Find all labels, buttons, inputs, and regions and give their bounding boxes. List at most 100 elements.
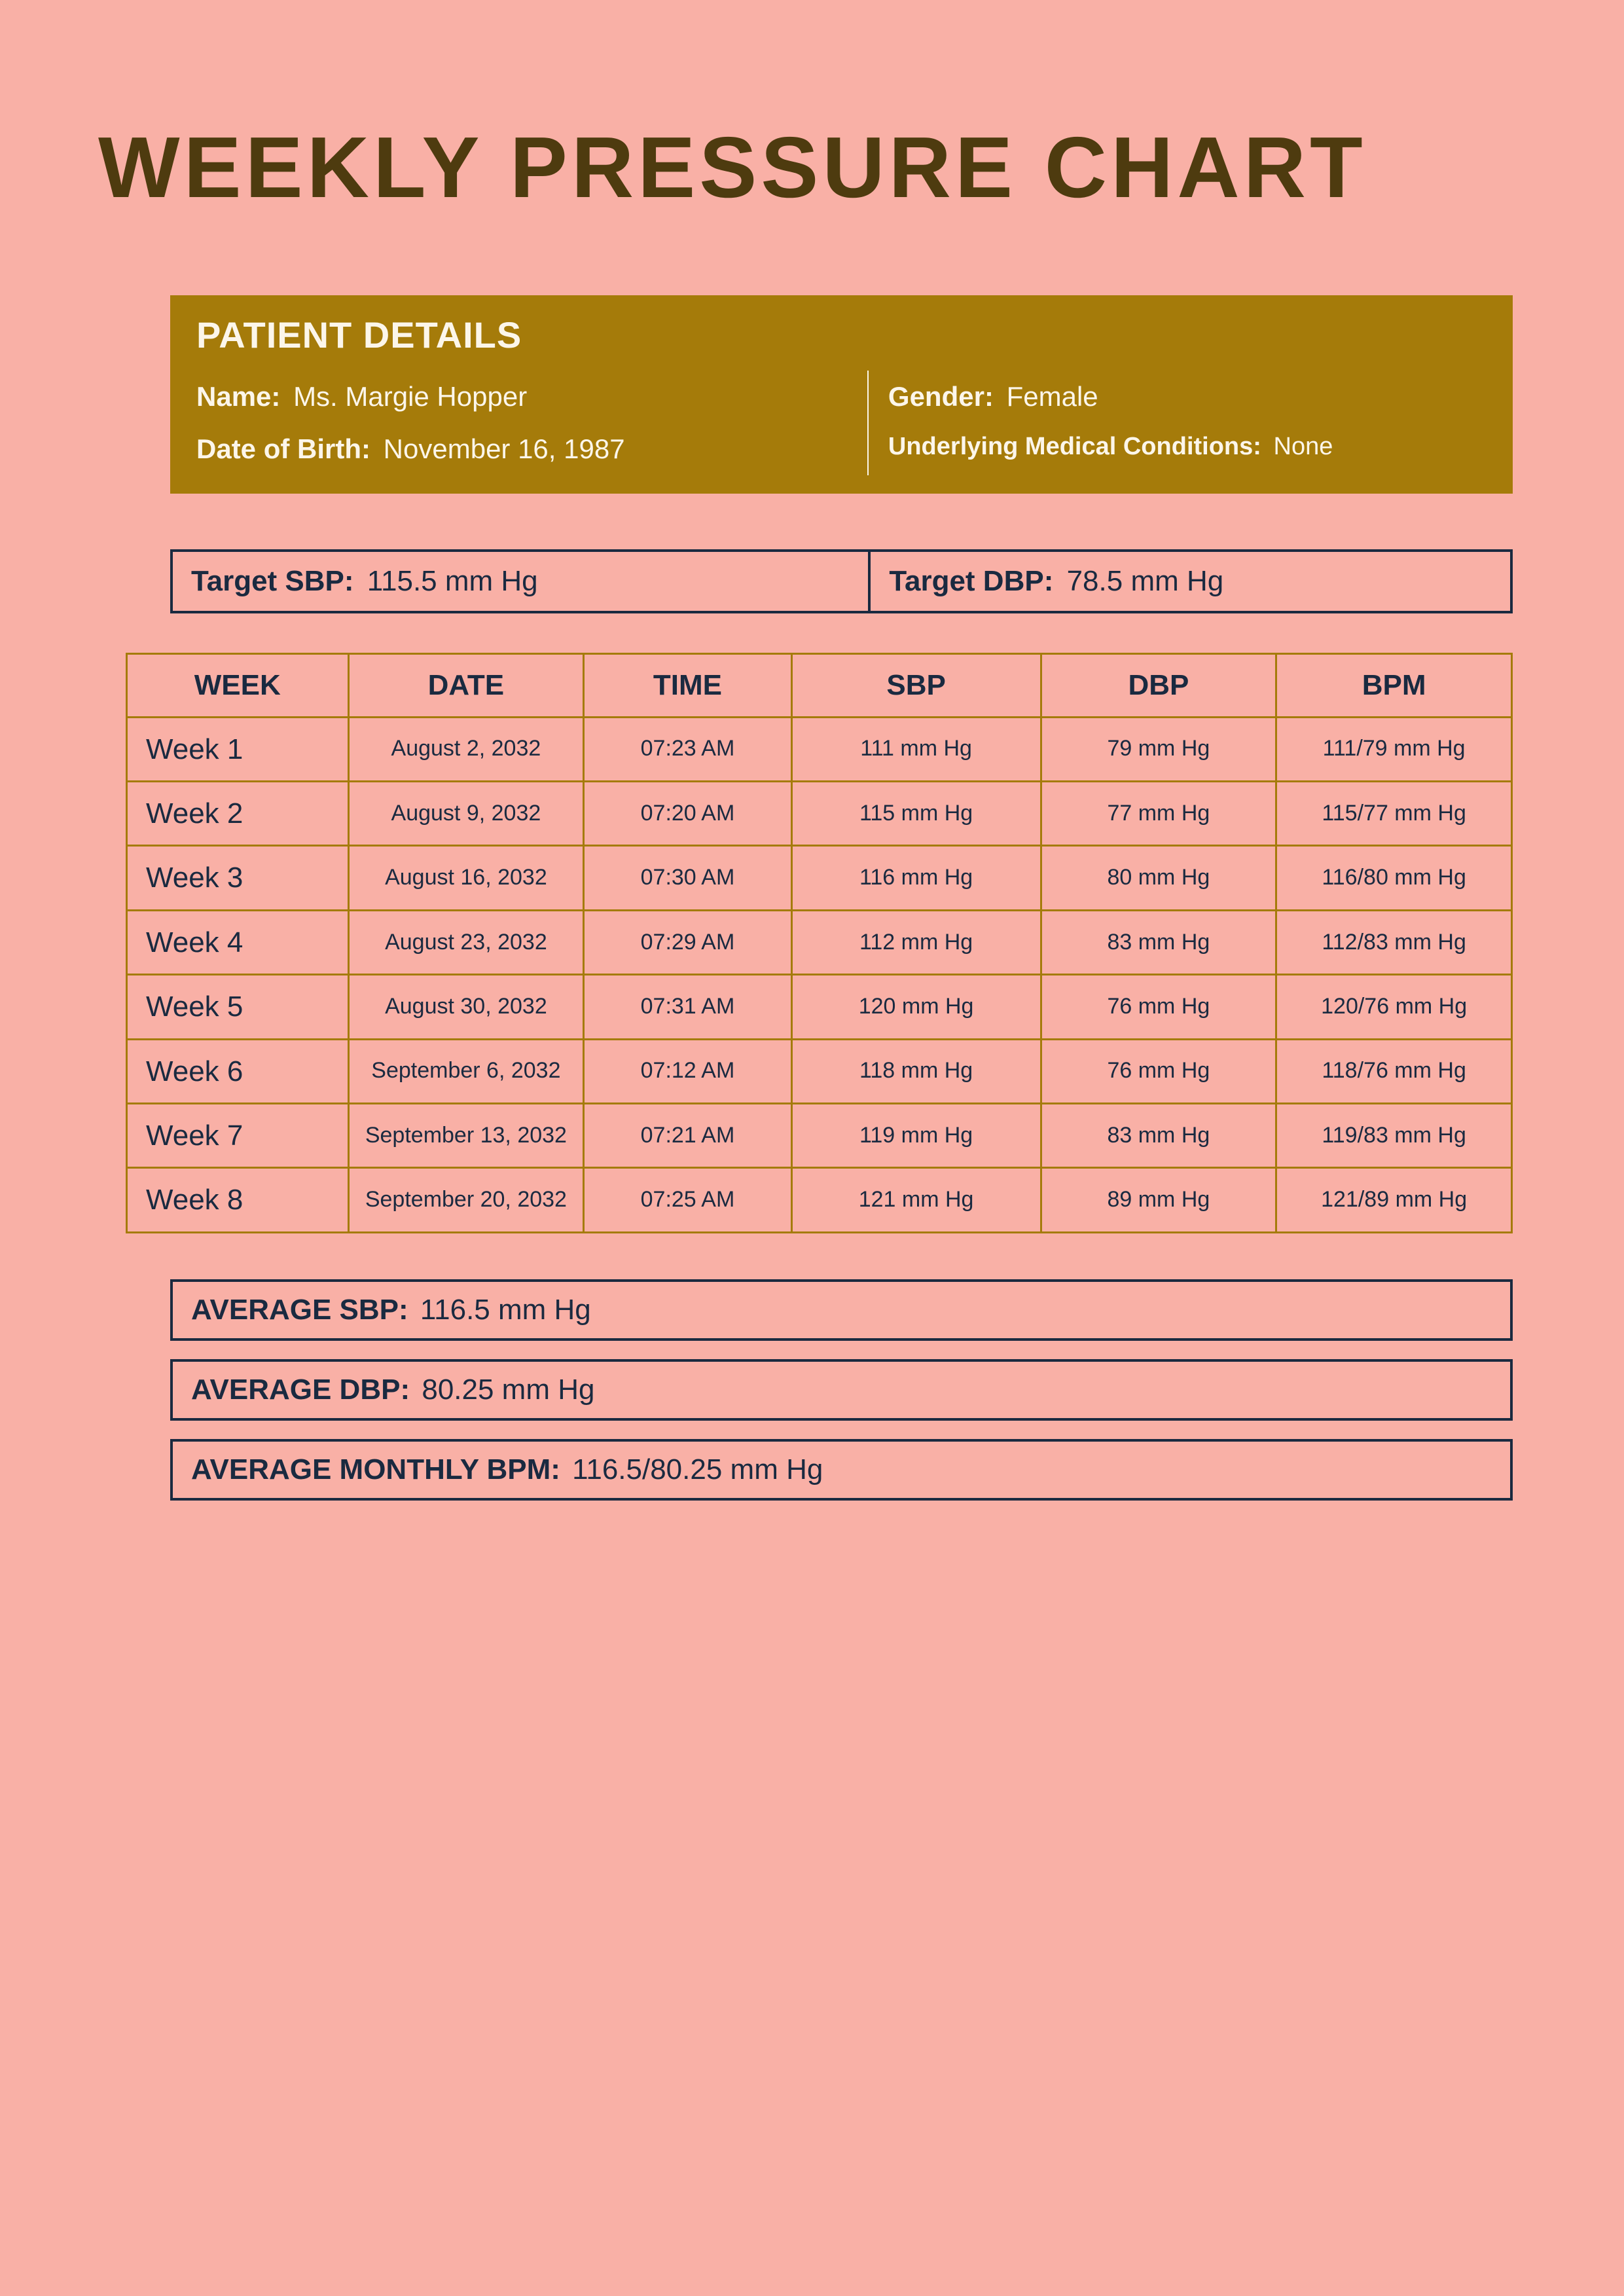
cell-bpm: 112/83 mm Hg [1276,910,1512,974]
table-row: Week 3August 16, 203207:30 AM116 mm Hg80… [127,846,1512,910]
patient-col-left: Name: Ms. Margie Hopper Date of Birth: N… [196,371,867,475]
cell-sbp: 119 mm Hg [791,1103,1041,1167]
cell-bpm: 118/76 mm Hg [1276,1039,1512,1103]
patient-name-row: Name: Ms. Margie Hopper [196,371,848,423]
cell-date: September 6, 2032 [348,1039,584,1103]
cell-week: Week 4 [127,910,349,974]
averages-block: AVERAGE SBP: 116.5 mm Hg AVERAGE DBP: 80… [170,1279,1513,1501]
cell-dbp: 76 mm Hg [1041,975,1276,1039]
table-row: Week 6September 6, 203207:12 AM118 mm Hg… [127,1039,1512,1103]
average-sbp-value: 116.5 mm Hg [420,1294,591,1326]
cell-week: Week 5 [127,975,349,1039]
table-row: Week 5August 30, 203207:31 AM120 mm Hg76… [127,975,1512,1039]
patient-dob-value: November 16, 1987 [384,433,625,464]
cell-date: August 23, 2032 [348,910,584,974]
average-bpm-label: AVERAGE MONTHLY BPM: [191,1453,560,1485]
cell-time: 07:23 AM [584,717,791,781]
cell-dbp: 80 mm Hg [1041,846,1276,910]
cell-bpm: 120/76 mm Hg [1276,975,1512,1039]
patient-gender-value: Female [1007,381,1098,412]
average-bpm-value: 116.5/80.25 mm Hg [572,1453,823,1485]
data-table-wrapper: WEEK DATE TIME SBP DBP BPM Week 1August … [126,653,1513,1233]
cell-dbp: 83 mm Hg [1041,910,1276,974]
patient-conditions-value: None [1274,433,1333,460]
patient-conditions-label: Underlying Medical Conditions: [888,433,1261,460]
average-dbp-row: AVERAGE DBP: 80.25 mm Hg [170,1359,1513,1421]
col-header-sbp: SBP [791,653,1041,717]
cell-bpm: 119/83 mm Hg [1276,1103,1512,1167]
cell-date: August 9, 2032 [348,781,584,845]
patient-dob-row: Date of Birth: November 16, 1987 [196,423,848,475]
table-row: Week 4August 23, 203207:29 AM112 mm Hg83… [127,910,1512,974]
patient-gender-label: Gender: [888,381,994,412]
content-wrapper: PATIENT DETAILS Name: Ms. Margie Hopper … [170,295,1513,1501]
cell-time: 07:29 AM [584,910,791,974]
cell-time: 07:20 AM [584,781,791,845]
average-dbp-label: AVERAGE DBP: [191,1374,410,1406]
col-header-time: TIME [584,653,791,717]
average-dbp-value: 80.25 mm Hg [422,1374,594,1406]
cell-week: Week 2 [127,781,349,845]
targets-box: Target SBP: 115.5 mm Hg Target DBP: 78.5… [170,549,1513,613]
average-bpm-row: AVERAGE MONTHLY BPM: 116.5/80.25 mm Hg [170,1439,1513,1501]
cell-week: Week 1 [127,717,349,781]
cell-time: 07:12 AM [584,1039,791,1103]
table-row: Week 1August 2, 203207:23 AM111 mm Hg79 … [127,717,1512,781]
cell-week: Week 8 [127,1168,349,1232]
patient-dob-label: Date of Birth: [196,433,370,464]
col-header-week: WEEK [127,653,349,717]
cell-week: Week 6 [127,1039,349,1103]
col-header-bpm: BPM [1276,653,1512,717]
cell-time: 07:30 AM [584,846,791,910]
patient-name-label: Name: [196,381,280,412]
table-body: Week 1August 2, 203207:23 AM111 mm Hg79 … [127,717,1512,1232]
cell-sbp: 121 mm Hg [791,1168,1041,1232]
pressure-table: WEEK DATE TIME SBP DBP BPM Week 1August … [126,653,1513,1233]
cell-date: August 30, 2032 [348,975,584,1039]
table-head: WEEK DATE TIME SBP DBP BPM [127,653,1512,717]
col-header-date: DATE [348,653,584,717]
cell-bpm: 116/80 mm Hg [1276,846,1512,910]
patient-conditions-row: Underlying Medical Conditions: None [888,423,1487,470]
cell-bpm: 121/89 mm Hg [1276,1168,1512,1232]
target-dbp-cell: Target DBP: 78.5 mm Hg [868,552,1510,611]
cell-week: Week 7 [127,1103,349,1167]
table-row: Week 7September 13, 203207:21 AM119 mm H… [127,1103,1512,1167]
table-header-row: WEEK DATE TIME SBP DBP BPM [127,653,1512,717]
cell-sbp: 116 mm Hg [791,846,1041,910]
table-row: Week 8September 20, 203207:25 AM121 mm H… [127,1168,1512,1232]
col-header-dbp: DBP [1041,653,1276,717]
patient-details-grid: Name: Ms. Margie Hopper Date of Birth: N… [196,371,1487,475]
average-sbp-row: AVERAGE SBP: 116.5 mm Hg [170,1279,1513,1341]
cell-dbp: 79 mm Hg [1041,717,1276,781]
cell-dbp: 77 mm Hg [1041,781,1276,845]
cell-sbp: 118 mm Hg [791,1039,1041,1103]
patient-details-box: PATIENT DETAILS Name: Ms. Margie Hopper … [170,295,1513,494]
target-sbp-label: Target SBP: [191,565,354,597]
page-title: WEEKLY PRESSURE CHART [98,118,1532,217]
cell-week: Week 3 [127,846,349,910]
patient-col-right: Gender: Female Underlying Medical Condit… [867,371,1487,475]
cell-dbp: 89 mm Hg [1041,1168,1276,1232]
cell-sbp: 120 mm Hg [791,975,1041,1039]
cell-bpm: 111/79 mm Hg [1276,717,1512,781]
cell-sbp: 111 mm Hg [791,717,1041,781]
cell-date: August 16, 2032 [348,846,584,910]
patient-name-value: Ms. Margie Hopper [293,381,527,412]
target-dbp-label: Target DBP: [889,565,1053,597]
patient-gender-row: Gender: Female [888,371,1487,423]
cell-time: 07:21 AM [584,1103,791,1167]
cell-time: 07:25 AM [584,1168,791,1232]
cell-bpm: 115/77 mm Hg [1276,781,1512,845]
target-sbp-value: 115.5 mm Hg [367,565,538,597]
cell-dbp: 76 mm Hg [1041,1039,1276,1103]
cell-date: September 13, 2032 [348,1103,584,1167]
cell-dbp: 83 mm Hg [1041,1103,1276,1167]
target-dbp-value: 78.5 mm Hg [1067,565,1224,597]
cell-date: August 2, 2032 [348,717,584,781]
average-sbp-label: AVERAGE SBP: [191,1294,408,1326]
cell-sbp: 112 mm Hg [791,910,1041,974]
cell-date: September 20, 2032 [348,1168,584,1232]
patient-details-heading: PATIENT DETAILS [196,314,1487,356]
cell-time: 07:31 AM [584,975,791,1039]
